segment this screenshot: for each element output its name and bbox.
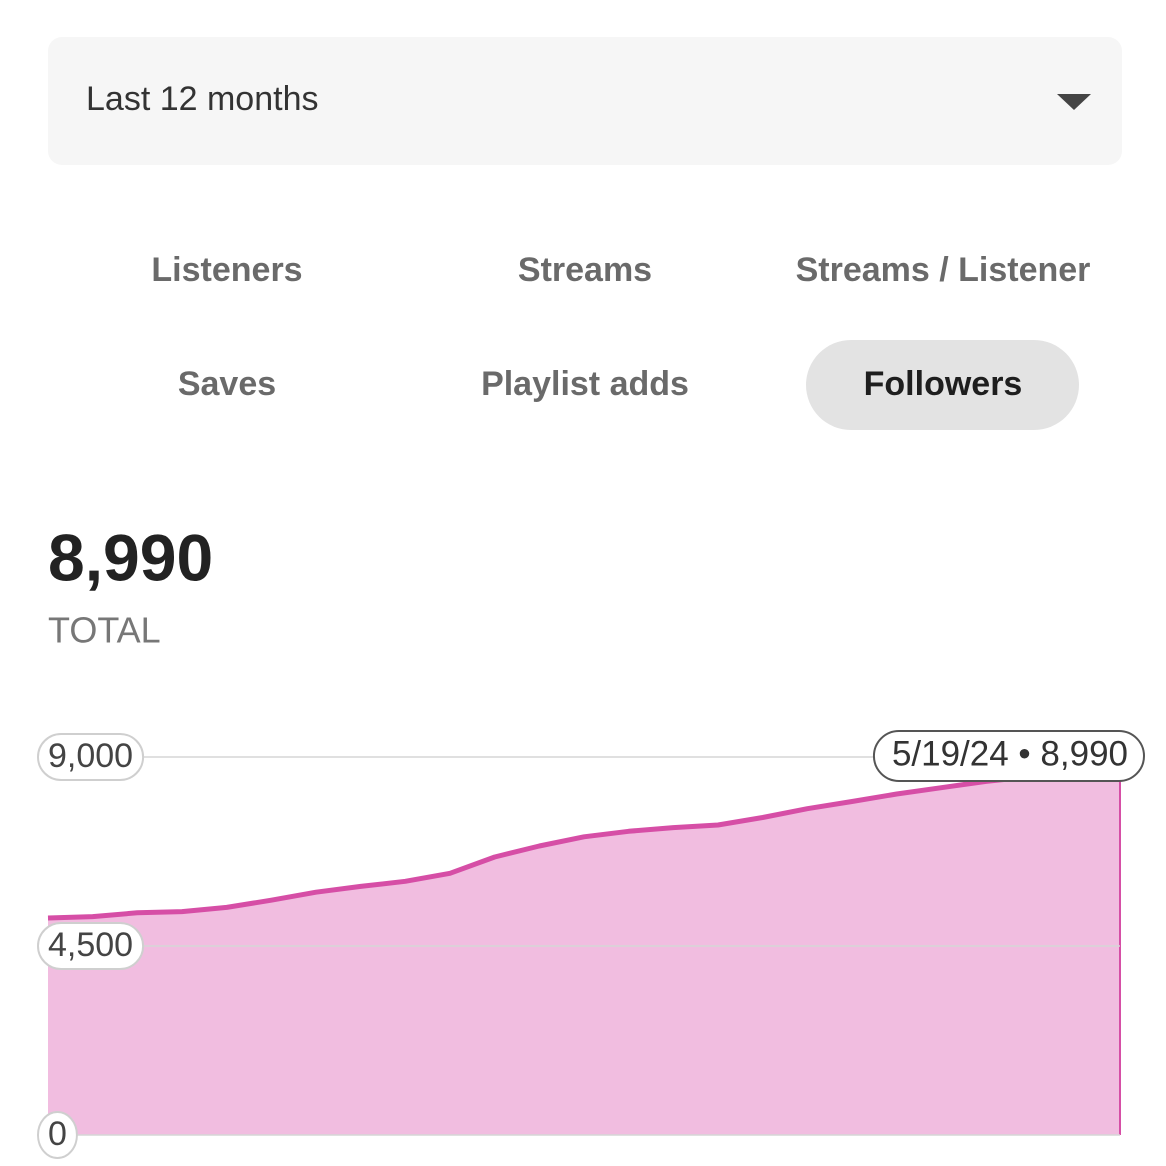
tab[interactable]: Saves xyxy=(178,365,276,403)
total-value: 8,990 xyxy=(48,520,213,594)
chart: 0 4,500 9,000 5/19/24 • 8,990 xyxy=(37,730,1145,1159)
dropdown-label: Last 12 months xyxy=(86,80,318,118)
total-label: TOTAL xyxy=(48,610,161,651)
tab-selected-bg xyxy=(806,340,1079,430)
y-tick-label: 4,500 xyxy=(48,926,133,964)
y-tick-label: 0 xyxy=(48,1115,67,1153)
y-tick-pill xyxy=(37,733,145,781)
y-tick-label: 9,000 xyxy=(48,737,133,775)
area-fill xyxy=(48,776,1120,1135)
annotation-pill xyxy=(872,730,1145,782)
dropdown[interactable] xyxy=(48,37,1122,165)
tab[interactable]: Followers xyxy=(864,365,1023,403)
tabs: Listeners Streams Streams / Listener Saves P… xyxy=(151,251,1090,430)
y-tick-pill xyxy=(37,922,145,970)
tab[interactable]: Streams / Listener xyxy=(796,251,1091,289)
tab[interactable]: Listeners xyxy=(151,251,302,289)
tab[interactable]: Streams xyxy=(518,251,652,289)
dropdown-arrow xyxy=(1057,94,1091,110)
line xyxy=(47,774,1120,921)
y-tick-pill xyxy=(37,1111,78,1159)
tab[interactable]: Playlist adds xyxy=(481,365,689,403)
annotation: 5/19/24 • 8,990 xyxy=(892,734,1128,773)
